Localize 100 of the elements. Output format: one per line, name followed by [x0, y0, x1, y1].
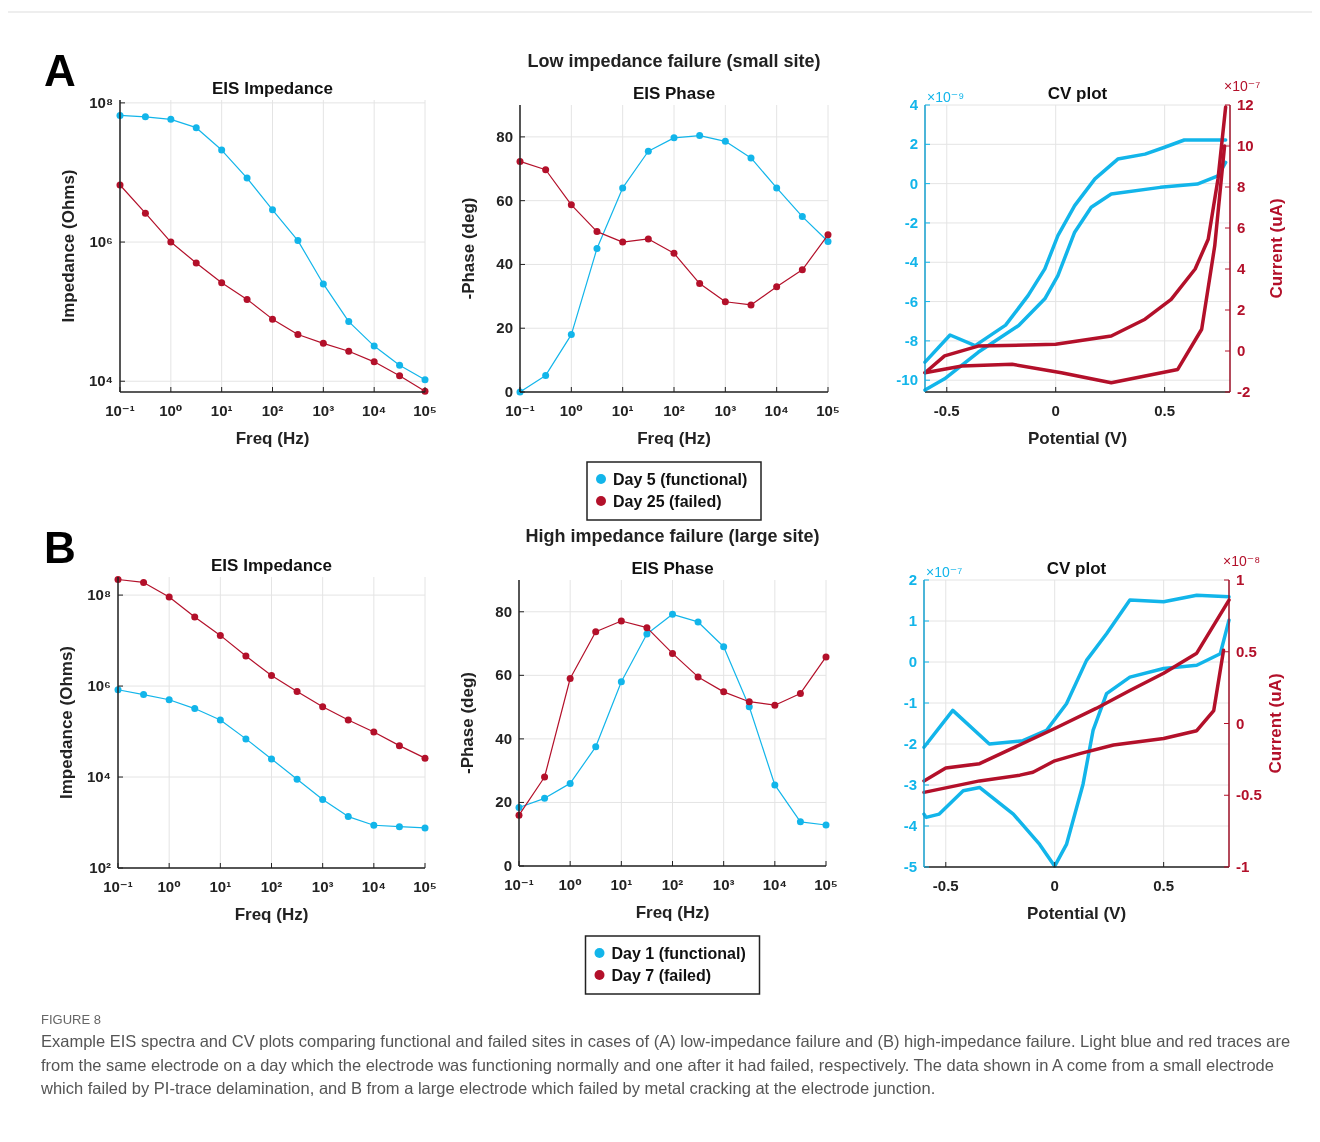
y-axis-title: -Phase (deg) — [459, 197, 478, 300]
text: Low impedance failure (small site) — [527, 51, 821, 71]
chart-title: EIS Phase — [631, 559, 714, 578]
y2-tick-label: 0 — [1236, 714, 1245, 732]
y-tick-label: 20 — [496, 319, 513, 337]
y2-tick-label: 4 — [1237, 260, 1246, 277]
x-tick-label: 10¹ — [610, 876, 633, 893]
text: A — [44, 46, 76, 95]
x-tick-label: 10¹ — [611, 402, 634, 419]
y-tick-label: 10² — [89, 859, 111, 876]
y-tick-label: -4 — [903, 817, 918, 834]
x-tick-label: 10² — [260, 878, 283, 895]
y-tick-label: 10⁸ — [87, 586, 111, 604]
y2-tick-label: 6 — [1237, 219, 1246, 236]
y-tick-label: -2 — [904, 213, 918, 231]
y-tick-label: 1 — [908, 612, 917, 629]
y-tick-label: -1 — [903, 694, 917, 711]
x-tick-label: 10⁻¹ — [103, 878, 133, 895]
y-tick-label: 0 — [909, 174, 918, 192]
x-tick-label: 10⁻¹ — [505, 402, 535, 419]
y-tick-label: 10⁶ — [89, 233, 113, 251]
x-tick-label: 10⁴ — [764, 402, 789, 419]
x-tick-label: 10³ — [714, 402, 737, 419]
y-tick-label: 2 — [909, 135, 918, 153]
y-axis-title: -Phase (deg) — [458, 671, 477, 775]
y-axis-title: Impedance (Ohms) — [59, 169, 78, 323]
y-tick-label: 10⁴ — [88, 372, 113, 390]
legend-label: Day 5 (functional) — [613, 471, 748, 488]
chart-title: EIS Phase — [632, 84, 716, 103]
y-tick-label: -8 — [904, 331, 918, 349]
x-tick-label: -0.5 — [932, 877, 959, 894]
text: ×10⁻⁷ — [1224, 78, 1261, 94]
y-tick-label: 80 — [495, 602, 512, 620]
y-tick-label: 4 — [909, 96, 919, 113]
y-tick-label: 2 — [908, 571, 917, 588]
y2-tick-label: -2 — [1237, 383, 1251, 400]
y-axis-title: Impedance (Ohms) — [57, 645, 76, 800]
y-tick-label: 80 — [496, 127, 513, 145]
y2-tick-label: 12 — [1237, 96, 1254, 113]
x-tick-label: 10² — [661, 876, 684, 893]
y-tick-label: 40 — [495, 729, 512, 747]
y-tick-label: -10 — [896, 371, 918, 389]
x-tick-label: 10⁰ — [559, 402, 583, 419]
x-axis-title: Potential (V) — [1027, 429, 1128, 448]
text: High impedance failure (large site) — [525, 526, 820, 546]
x-tick-label: 0.5 — [1153, 877, 1175, 894]
y2-tick-label: 1 — [1236, 571, 1245, 588]
annotation: ×10⁻⁷ — [926, 564, 963, 580]
chart-title: CV plot — [1047, 84, 1108, 103]
text: ×10⁻⁹ — [927, 89, 965, 105]
y-tick-label: 0 — [908, 653, 917, 670]
caption: FIGURE 8 — [41, 1012, 101, 1027]
x-tick-label: 10⁵ — [816, 402, 840, 419]
y2-tick-label: 8 — [1237, 178, 1246, 195]
x-tick-label: 10⁰ — [159, 402, 183, 419]
y-tick-label: 0 — [504, 383, 513, 400]
x-tick-label: 10³ — [311, 878, 334, 895]
x-tick-label: 0 — [1050, 877, 1059, 894]
chart-title: EIS Impedance — [211, 556, 332, 575]
y-tick-label: -2 — [903, 735, 917, 752]
y2-tick-label: 0 — [1237, 342, 1246, 359]
y-tick-label: 10⁸ — [89, 93, 113, 111]
y2-tick-label: -0.5 — [1236, 786, 1262, 804]
y2-tick-label: 10 — [1237, 137, 1254, 154]
x-tick-label: 10⁰ — [157, 878, 181, 895]
x-axis-title: Freq (Hz) — [637, 429, 711, 448]
text: B — [44, 523, 76, 572]
x-tick-label: 10⁵ — [413, 878, 437, 895]
x-tick-label: 10³ — [712, 876, 735, 893]
x-tick-label: 10¹ — [209, 878, 232, 895]
y-tick-label: 10⁶ — [87, 677, 111, 695]
x-tick-label: 10⁴ — [361, 878, 386, 895]
x-tick-label: 10⁰ — [558, 876, 582, 893]
chart-title: CV plot — [1046, 559, 1107, 578]
y-tick-label: 60 — [496, 191, 513, 209]
y2-tick-label: 2 — [1237, 301, 1246, 318]
x-tick-label: 10² — [261, 402, 284, 419]
x-tick-label: 0 — [1051, 402, 1060, 419]
x-tick-label: 10⁵ — [413, 402, 437, 419]
y-tick-label: 10⁴ — [86, 768, 111, 786]
x-tick-label: 10⁵ — [814, 876, 838, 893]
y-tick-label: 20 — [495, 793, 512, 811]
legend-label: Day 25 (failed) — [613, 493, 722, 510]
legend-label: Day 1 (functional) — [611, 945, 746, 962]
x-axis-title: Freq (Hz) — [234, 905, 309, 924]
y-tick-label: -4 — [904, 253, 919, 271]
x-tick-label: 10⁴ — [362, 402, 387, 419]
chart-title: EIS Impedance — [212, 79, 333, 98]
x-axis-title: Freq (Hz) — [635, 903, 710, 922]
x-tick-label: 10² — [663, 402, 685, 419]
y2-axis-title: Current (uA) — [1266, 673, 1285, 774]
x-axis-title: Potential (V) — [1026, 904, 1127, 923]
x-tick-label: 10⁻¹ — [504, 876, 534, 893]
text: ×10⁻⁸ — [1223, 553, 1261, 569]
y2-tick-label: -1 — [1236, 858, 1250, 875]
legend-label: Day 7 (failed) — [611, 967, 712, 984]
y-tick-label: 60 — [495, 666, 512, 684]
x-tick-label: 0.5 — [1154, 402, 1176, 419]
y-tick-label: -6 — [904, 292, 918, 310]
x-tick-label: 10³ — [312, 402, 335, 419]
